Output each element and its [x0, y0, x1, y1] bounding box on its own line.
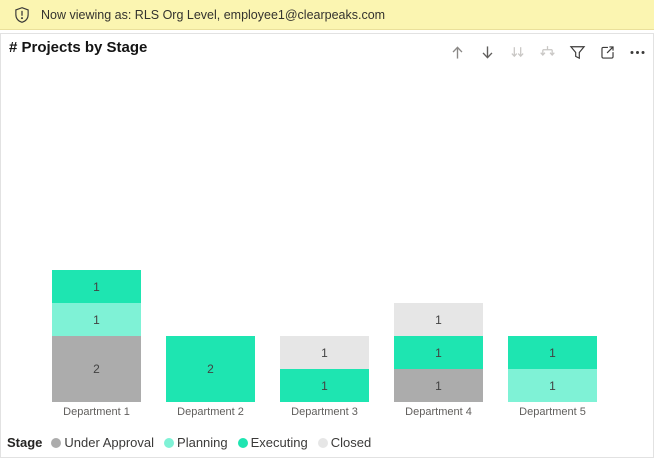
legend-item-planning[interactable]: Planning — [164, 435, 228, 450]
legend-label: Under Approval — [64, 435, 155, 450]
expand-all-levels-icon — [540, 46, 555, 56]
bar-value-label: 2 — [207, 362, 214, 376]
drill-up-icon[interactable] — [449, 44, 466, 61]
focus-mode-icon[interactable] — [599, 44, 616, 61]
legend-dot-icon — [237, 437, 248, 448]
legend-item-closed[interactable]: Closed — [317, 435, 372, 450]
bar-segment-executing[interactable]: 1 — [280, 369, 369, 402]
legend-dot-icon — [51, 437, 62, 448]
bar-segment-under-approval[interactable]: 1 — [394, 369, 483, 402]
bar-segment-executing[interactable]: 1 — [508, 336, 597, 369]
bar-segment-executing[interactable]: 2 — [166, 336, 255, 402]
visual-toolbar — [449, 44, 646, 61]
rls-banner-text: Now viewing as: RLS Org Level, employee1… — [41, 7, 386, 22]
x-axis-label: Department 1 — [63, 406, 130, 418]
visual-title: # Projects by Stage — [9, 39, 148, 56]
bar-segment-under-approval[interactable]: 2 — [52, 336, 141, 402]
filter-icon[interactable] — [569, 44, 586, 61]
bar-segment-executing[interactable]: 1 — [52, 270, 141, 303]
projects-by-stage-visual: # Projects by Stage — [0, 33, 654, 458]
legend-title: Stage — [7, 435, 43, 450]
x-axis-label: Department 4 — [405, 406, 472, 418]
bar-column-department-1: 2 1 1 — [52, 270, 141, 402]
plot-area: 2 1 1 Department 1 2 Department 2 1 1 Department… — [1, 34, 653, 457]
legend-dot-icon — [317, 437, 328, 448]
show-next-level-icon — [511, 47, 524, 58]
legend-label: Closed — [330, 435, 372, 450]
bar-value-label: 1 — [549, 378, 556, 393]
bar-value-label: 1 — [435, 345, 442, 360]
bar-column-department-2: 2 — [166, 336, 255, 402]
bar-value-label: 1 — [321, 345, 328, 360]
bar-value-label: 1 — [93, 279, 100, 294]
shield-exclamation-icon — [15, 6, 29, 23]
x-axis-label: Department 3 — [291, 406, 358, 418]
legend: Stage Under Approval Planning Executing Clo… — [7, 435, 381, 450]
drill-down-icon[interactable] — [479, 44, 496, 61]
bar-value-label: 2 — [93, 362, 100, 376]
legend-label: Planning — [177, 435, 228, 450]
bar-value-label: 1 — [549, 345, 556, 360]
bar-value-label: 1 — [321, 378, 328, 393]
bar-value-label: 1 — [93, 312, 100, 327]
legend-item-executing[interactable]: Executing — [237, 435, 308, 450]
rls-view-banner: Now viewing as: RLS Org Level, employee1… — [0, 0, 654, 30]
legend-label: Executing — [250, 435, 308, 450]
legend-item-under-approval[interactable]: Under Approval — [51, 435, 154, 450]
bar-column-department-4: 1 1 1 — [394, 303, 483, 402]
bar-segment-closed[interactable]: 1 — [394, 303, 483, 336]
bar-value-label: 1 — [435, 312, 442, 327]
bar-segment-closed[interactable]: 1 — [280, 336, 369, 369]
legend-dot-icon — [164, 437, 175, 448]
more-options-icon[interactable] — [629, 44, 646, 61]
bar-segment-planning[interactable]: 1 — [508, 369, 597, 402]
bar-segment-executing[interactable]: 1 — [394, 336, 483, 369]
bar-segment-planning[interactable]: 1 — [52, 303, 141, 336]
x-axis-label: Department 2 — [177, 406, 244, 418]
bar-value-label: 1 — [435, 378, 442, 393]
x-axis-label: Department 5 — [519, 406, 586, 418]
